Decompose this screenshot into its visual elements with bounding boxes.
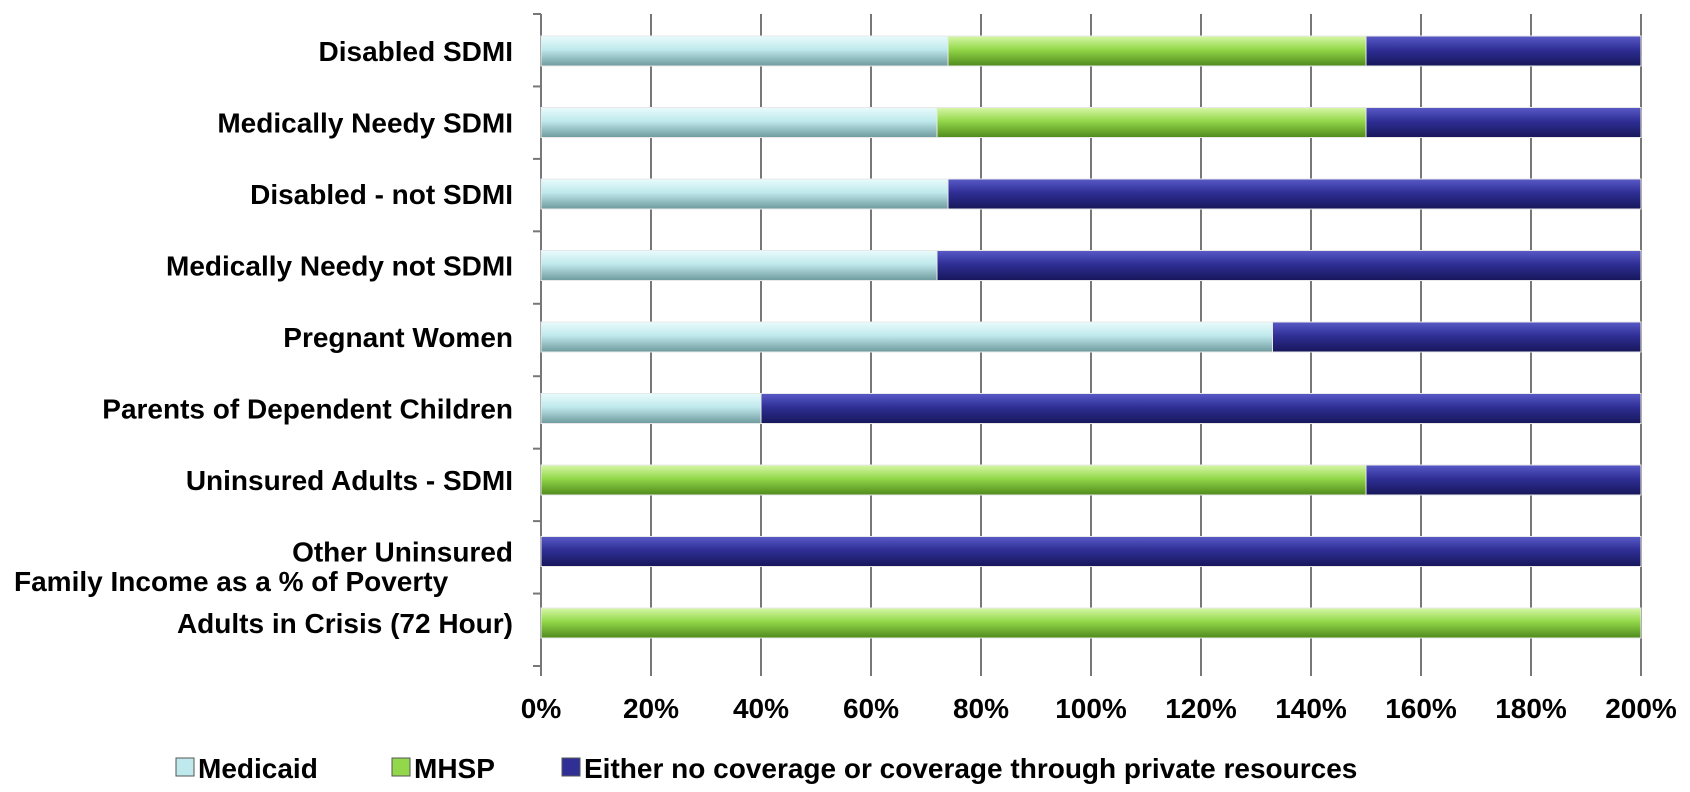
legend: Medicaid MHSP Either no coverage or covera…: [175, 753, 1357, 784]
category-labels: Disabled SDMI Medically Needy SDMI Disable…: [102, 36, 513, 639]
bar-either-no-coverage-or-co-parents-of-dependent-children: [760, 393, 1642, 424]
category-label-medically-needy-sdmi: Medically Needy SDMI: [217, 108, 513, 139]
x-tick-label: 180%: [1495, 693, 1567, 724]
x-tick-label: 160%: [1385, 693, 1457, 724]
category-label-medically-needy-not-sdmi: Medically Needy not SDMI: [166, 251, 513, 282]
x-tick-label: 100%: [1055, 693, 1127, 724]
legend-label-other: Either no coverage or coverage through p…: [584, 753, 1357, 784]
category-label-uninsured-adults-sdmi: Uninsured Adults - SDMI: [186, 465, 513, 496]
x-tick-label: 20%: [623, 693, 679, 724]
category-label-parents-of-dependent-children: Parents of Dependent Children: [102, 394, 513, 425]
bar-either-no-coverage-or-co-medically-needy-sdmi: [1365, 107, 1642, 138]
bar-either-no-coverage-or-co-medically-needy-not-sdmi: [936, 250, 1642, 281]
x-tick-label: 0%: [521, 693, 562, 724]
x-axis-label: Family Income as a % of Poverty: [14, 566, 449, 597]
legend-swatch-medicaid: [175, 757, 195, 777]
x-tick-label: 140%: [1275, 693, 1347, 724]
legend-swatch-other: [561, 757, 581, 777]
y-axis: [533, 13, 542, 667]
bar-either-no-coverage-or-co-pregnant-women: [1272, 321, 1642, 353]
bar-mhsp-disabled-sdmi: [947, 35, 1367, 67]
legend-label-mhsp: MHSP: [414, 753, 495, 784]
bar-mhsp-uninsured-adults-sdmi: [540, 464, 1367, 496]
bar-either-no-coverage-or-co-uninsured-adults-sdmi: [1365, 464, 1642, 496]
category-label-pregnant-women: Pregnant Women: [283, 322, 513, 353]
bar-medicaid-pregnant-women: [540, 321, 1273, 353]
x-tick-labels: 0% 20% 40% 60% 80% 100% 120% 140% 160% 180% 200%: [521, 693, 1677, 724]
bar-medicaid-parents-of-dependent-children: [540, 393, 762, 424]
legend-label-medicaid: Medicaid: [198, 753, 318, 784]
bar-either-no-coverage-or-co-other-uninsured: [540, 536, 1642, 567]
x-tick-label: 120%: [1165, 693, 1237, 724]
bar-either-no-coverage-or-co-disabled-not-sdmi: [947, 178, 1642, 210]
bars: [540, 35, 1642, 639]
bar-medicaid-disabled-sdmi: [540, 35, 949, 67]
bar-mhsp-adults-in-crisis-72-hour: [540, 607, 1642, 639]
bar-medicaid-medically-needy-sdmi: [540, 107, 938, 138]
bar-mhsp-medically-needy-sdmi: [936, 107, 1367, 138]
x-tick-label: 40%: [733, 693, 789, 724]
legend-swatch-mhsp: [391, 757, 411, 777]
category-label-disabled-sdmi: Disabled SDMI: [319, 36, 513, 67]
x-tick-label: 60%: [843, 693, 899, 724]
x-tick-label: 80%: [953, 693, 1009, 724]
bar-either-no-coverage-or-co-disabled-sdmi: [1365, 35, 1642, 67]
bar-medicaid-medically-needy-not-sdmi: [540, 250, 938, 281]
bar-medicaid-disabled-not-sdmi: [540, 178, 949, 210]
category-label-other-uninsured: Other Uninsured: [292, 537, 513, 568]
category-label-adults-in-crisis-72-hour: Adults in Crisis (72 Hour): [177, 608, 513, 639]
x-tick-label: 200%: [1605, 693, 1677, 724]
category-label-disabled-not-sdmi: Disabled - not SDMI: [250, 179, 513, 210]
